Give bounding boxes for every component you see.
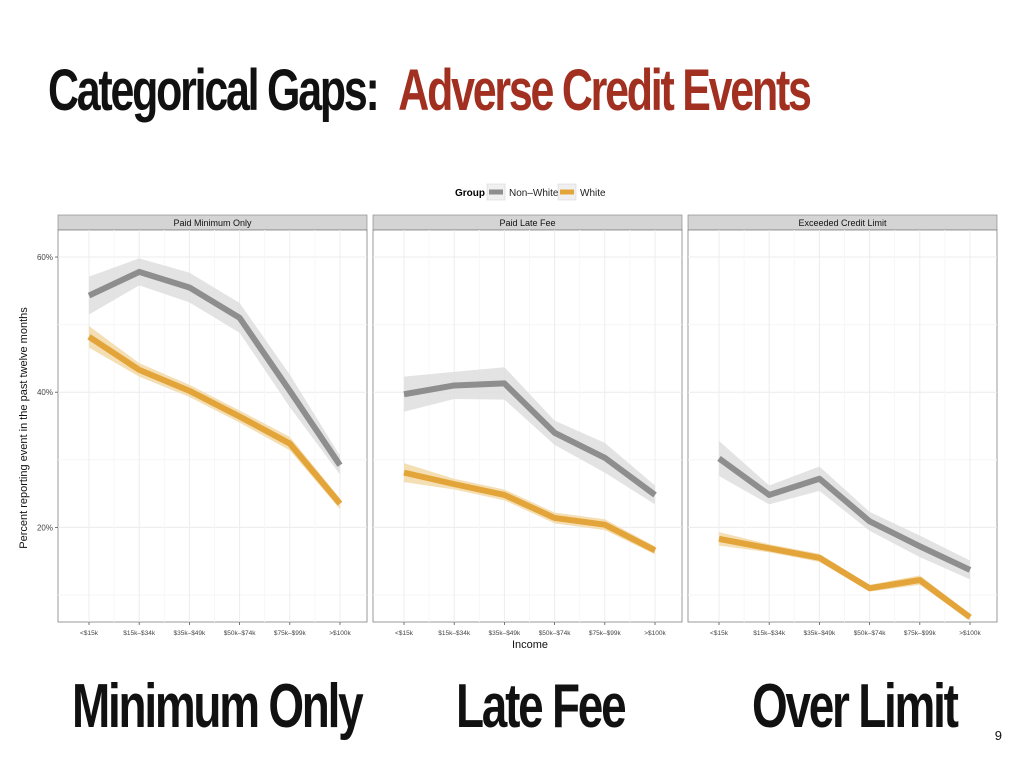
legend-label-white: White <box>580 188 606 199</box>
x-tick-label: $35k–$49k <box>173 630 206 637</box>
panel-1: Paid Minimum Only <$15k $15k–$34k $35k–$49k… <box>37 214 368 637</box>
series-line-white <box>718 535 972 620</box>
series-line-white <box>87 334 343 506</box>
x-tick-label: >$100k <box>959 630 981 637</box>
confidence-band-non-white <box>719 440 970 580</box>
series-line-white <box>403 469 657 554</box>
y-tick-label: 40% <box>37 388 53 397</box>
legend-title: Group <box>455 188 485 199</box>
series-line-non-white <box>87 268 343 467</box>
legend-label-non-white: Non–White <box>509 188 559 199</box>
confidence-band-white <box>89 325 340 510</box>
panel-title: Paid Minimum Only <box>173 218 252 228</box>
x-tick-label: >$100k <box>329 630 351 637</box>
x-tick-label: $50k–$74k <box>539 630 572 637</box>
x-tick-label: $75k–$99k <box>904 630 937 637</box>
slide-title-accent: Adverse Credit Events <box>398 58 812 123</box>
panel-3: Exceeded Credit Limit <$15k $15k–$34k $35k–… <box>687 214 998 637</box>
y-axis-label: Percent reporting event in the past twel… <box>18 307 30 549</box>
confidence-band-non-white <box>404 367 655 505</box>
y-tick-label: 60% <box>37 253 53 262</box>
x-tick-label: $35k–$49k <box>803 630 836 637</box>
panel-plot-area <box>372 229 683 623</box>
x-tick-label: <$15k <box>710 630 729 637</box>
series-line-non-white <box>403 380 657 498</box>
x-tick-label: $75k–$99k <box>274 630 307 637</box>
panel-title: Exceeded Credit Limit <box>798 218 887 228</box>
x-tick-label: $35k–$49k <box>488 630 521 637</box>
panel-2: Paid Late Fee <$15k $15k–$34k $35k–$49k $50k… <box>372 214 683 637</box>
page-number: 9 <box>994 728 1002 743</box>
series-line-non-white <box>717 456 972 573</box>
x-tick-label: $15k–$34k <box>123 630 156 637</box>
x-tick-label: <$15k <box>80 630 99 637</box>
bottom-label-minimum-only: Minimum Only <box>72 672 364 741</box>
x-tick-label: $50k–$74k <box>224 630 257 637</box>
slide-title-main: Categorical Gaps: <box>48 58 380 123</box>
x-tick-label: $75k–$99k <box>589 630 622 637</box>
x-tick-label: $15k–$34k <box>753 630 786 637</box>
x-tick-label: $15k–$34k <box>438 630 471 637</box>
x-tick-label: >$100k <box>644 630 666 637</box>
x-axis-label: Income <box>512 639 548 651</box>
bottom-label-over-limit: Over Limit <box>752 672 959 741</box>
slide-title: Categorical Gaps: Adverse Credit Events <box>48 62 812 120</box>
y-tick-label: 20% <box>37 523 53 532</box>
panel-title: Paid Late Fee <box>499 218 555 228</box>
x-tick-label: <$15k <box>395 630 414 637</box>
x-tick-label: $50k–$74k <box>854 630 887 637</box>
bottom-label-late-fee: Late Fee <box>456 672 627 741</box>
legend: Group Non–White White <box>455 183 606 201</box>
facet-panels: Paid Minimum Only <$15k $15k–$34k $35k–$49k… <box>37 214 998 637</box>
